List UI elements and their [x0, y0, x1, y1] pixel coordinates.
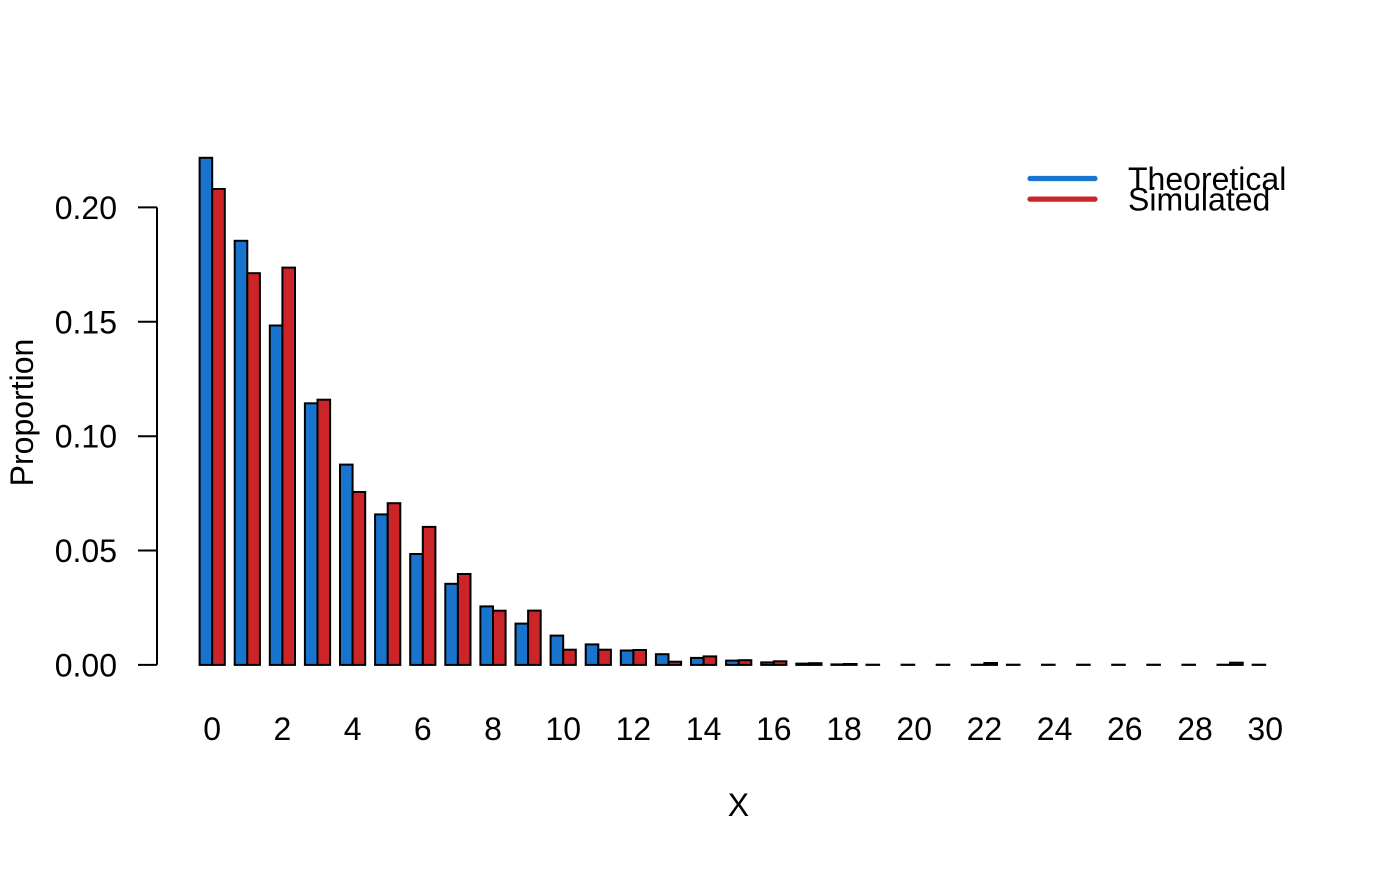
svg-text:0.00: 0.00 — [55, 647, 117, 683]
svg-text:22: 22 — [967, 711, 1003, 747]
svg-text:8: 8 — [484, 711, 502, 747]
svg-text:28: 28 — [1177, 711, 1213, 747]
svg-text:10: 10 — [545, 711, 581, 747]
svg-text:2: 2 — [274, 711, 292, 747]
svg-text:Simulated: Simulated — [1128, 182, 1270, 218]
svg-text:24: 24 — [1037, 711, 1073, 747]
svg-text:30: 30 — [1247, 711, 1283, 747]
svg-text:0.15: 0.15 — [55, 304, 117, 340]
svg-text:26: 26 — [1107, 711, 1143, 747]
svg-text:Proportion: Proportion — [4, 339, 40, 487]
svg-text:6: 6 — [414, 711, 432, 747]
svg-text:12: 12 — [616, 711, 652, 747]
svg-text:14: 14 — [686, 711, 722, 747]
svg-text:0.10: 0.10 — [55, 419, 117, 455]
svg-text:0: 0 — [203, 711, 221, 747]
svg-text:X: X — [728, 787, 749, 823]
svg-text:20: 20 — [896, 711, 932, 747]
svg-text:0.05: 0.05 — [55, 533, 117, 569]
svg-text:4: 4 — [344, 711, 362, 747]
svg-text:0.20: 0.20 — [55, 190, 117, 226]
svg-text:18: 18 — [826, 711, 862, 747]
svg-text:16: 16 — [756, 711, 792, 747]
